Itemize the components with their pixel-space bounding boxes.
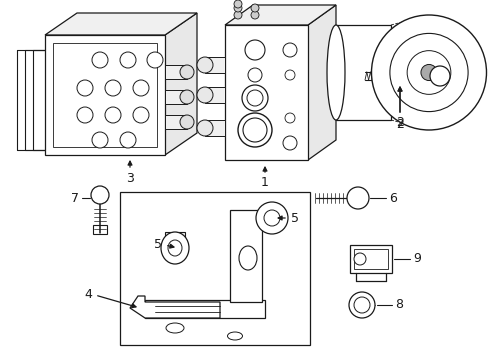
Circle shape [197, 120, 213, 136]
Polygon shape [164, 232, 184, 240]
Text: 5: 5 [290, 211, 298, 225]
Text: 9: 9 [412, 252, 420, 266]
Circle shape [244, 40, 264, 60]
Text: 6: 6 [388, 192, 396, 204]
Polygon shape [130, 296, 220, 318]
Circle shape [429, 66, 449, 86]
Polygon shape [164, 90, 186, 104]
Circle shape [420, 64, 436, 81]
Text: 2: 2 [395, 118, 403, 131]
Polygon shape [229, 210, 262, 302]
Ellipse shape [165, 323, 183, 333]
Polygon shape [307, 5, 335, 160]
Text: 4: 4 [84, 288, 92, 302]
Circle shape [348, 292, 374, 318]
Circle shape [197, 57, 213, 73]
Polygon shape [224, 25, 307, 160]
Circle shape [247, 68, 262, 82]
Circle shape [180, 90, 194, 104]
Circle shape [264, 210, 280, 226]
Circle shape [120, 52, 136, 68]
Bar [353, 249, 387, 269]
Bar [349, 245, 391, 273]
Circle shape [180, 65, 194, 79]
Circle shape [389, 33, 467, 112]
Ellipse shape [227, 332, 242, 340]
Text: 1: 1 [261, 175, 268, 189]
Circle shape [234, 11, 242, 19]
Ellipse shape [239, 246, 257, 270]
Text: 7: 7 [71, 192, 79, 204]
Circle shape [197, 87, 213, 103]
Circle shape [285, 113, 294, 123]
Text: 3: 3 [126, 171, 134, 184]
Circle shape [285, 70, 294, 80]
Circle shape [250, 4, 259, 12]
Circle shape [256, 202, 287, 234]
Circle shape [353, 297, 369, 313]
Polygon shape [164, 65, 186, 79]
Circle shape [371, 15, 486, 130]
Circle shape [77, 107, 93, 123]
Circle shape [77, 80, 93, 96]
Polygon shape [164, 115, 186, 129]
Circle shape [133, 80, 149, 96]
Circle shape [133, 107, 149, 123]
Circle shape [234, 4, 242, 12]
Circle shape [105, 107, 121, 123]
Circle shape [242, 85, 267, 111]
Ellipse shape [161, 232, 189, 264]
Text: 5: 5 [154, 238, 162, 252]
Polygon shape [164, 13, 197, 155]
Circle shape [147, 52, 163, 68]
Circle shape [246, 90, 263, 106]
Polygon shape [335, 25, 390, 120]
Circle shape [283, 43, 296, 57]
Circle shape [243, 118, 266, 142]
Circle shape [250, 11, 259, 19]
Bar [120, 192, 309, 345]
Circle shape [238, 113, 271, 147]
Circle shape [92, 52, 108, 68]
Polygon shape [204, 57, 224, 73]
Polygon shape [224, 5, 335, 25]
Polygon shape [45, 35, 164, 155]
Circle shape [353, 253, 365, 265]
Circle shape [234, 0, 242, 8]
Polygon shape [45, 13, 197, 35]
Polygon shape [204, 120, 224, 136]
Circle shape [92, 132, 108, 148]
Text: 8: 8 [394, 298, 402, 311]
Polygon shape [204, 87, 224, 103]
Text: 2: 2 [395, 117, 403, 130]
Ellipse shape [168, 240, 182, 256]
Ellipse shape [326, 25, 345, 120]
Bar [93, 225, 107, 234]
Circle shape [180, 115, 194, 129]
Circle shape [105, 80, 121, 96]
Circle shape [407, 51, 450, 94]
Circle shape [120, 132, 136, 148]
Circle shape [346, 187, 368, 209]
Polygon shape [145, 300, 264, 318]
Circle shape [91, 186, 109, 204]
Circle shape [283, 136, 296, 150]
